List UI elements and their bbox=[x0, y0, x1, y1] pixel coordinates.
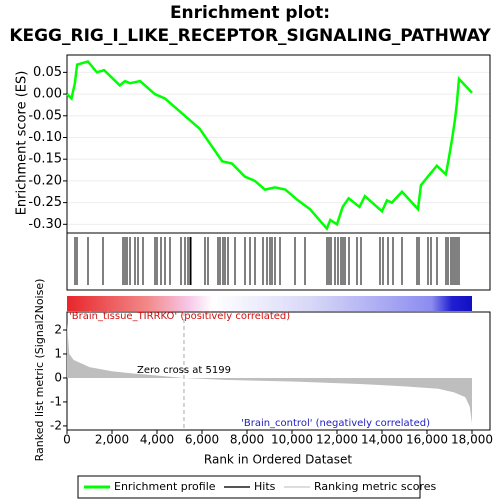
neg-label: 'Brain_control' (negatively correlated) bbox=[241, 418, 430, 429]
x-tick-label: 10,000 bbox=[271, 433, 313, 447]
plot-frame bbox=[66, 311, 491, 431]
ranking-color-bar bbox=[67, 296, 472, 311]
zero-cross-label: Zero cross at 5199 bbox=[137, 365, 231, 376]
y-tick-label: -2 bbox=[50, 418, 62, 432]
y-axis-label: Enrichment score (ES) bbox=[15, 71, 30, 216]
x-axis-label: Rank in Ordered Dataset bbox=[204, 453, 352, 467]
x-tick-label: 14,000 bbox=[361, 433, 403, 447]
y-tick-label: 1 bbox=[54, 346, 62, 360]
es-line bbox=[66, 60, 473, 232]
hits-frame bbox=[66, 232, 491, 291]
x-tick-label: 8,000 bbox=[230, 433, 264, 447]
x-tick-label: 6,000 bbox=[185, 433, 219, 447]
ranking-area bbox=[67, 322, 472, 424]
y-tick-label: -0.05 bbox=[28, 108, 62, 123]
y-axis-label: Ranked list metric (Signal2Noise) bbox=[33, 279, 46, 462]
y-tick-label: -0.20 bbox=[28, 173, 62, 188]
plot-frame bbox=[66, 54, 491, 234]
legend-label: Ranking metric scores bbox=[314, 480, 436, 493]
legend-label: Hits bbox=[254, 480, 276, 493]
pos-label: 'Brain_tissue_TIRRKO' (positively correl… bbox=[69, 311, 290, 322]
y-tick-label: 0 bbox=[54, 370, 62, 384]
legend-label: Enrichment profile bbox=[114, 480, 216, 493]
y-tick-label: 0.00 bbox=[33, 87, 62, 102]
x-tick-label: 4,000 bbox=[140, 433, 174, 447]
y-tick-label: -1 bbox=[50, 394, 62, 408]
y-tick-label: -0.25 bbox=[28, 195, 62, 210]
x-tick-label: 0 bbox=[63, 433, 71, 447]
subtitle: KEGG_RIG_I_LIKE_RECEPTOR_SIGNALING_PATHW… bbox=[9, 26, 491, 46]
x-tick-label: 16,000 bbox=[406, 433, 448, 447]
y-tick-label: -0.15 bbox=[28, 152, 62, 167]
x-tick-label: 12,000 bbox=[316, 433, 358, 447]
x-tick-label: 2,000 bbox=[95, 433, 129, 447]
y-tick-label: -0.30 bbox=[28, 217, 62, 232]
x-tick-label: 18,000 bbox=[451, 433, 493, 447]
y-tick-label: 2 bbox=[54, 322, 62, 336]
y-tick-label: 0.05 bbox=[33, 65, 62, 80]
title: Enrichment plot: bbox=[170, 3, 330, 23]
y-tick-label: -0.10 bbox=[28, 130, 62, 145]
